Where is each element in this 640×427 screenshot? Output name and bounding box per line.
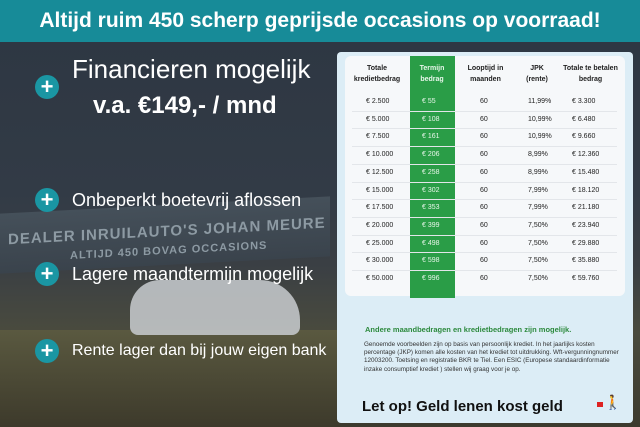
table-cell: 60	[480, 275, 488, 282]
row-divider	[352, 252, 617, 254]
table-row: € 2.500 € 55 60 11,99% € 3.300	[352, 93, 617, 111]
note-title: Andere maandbedragen en kredietbedragen …	[365, 325, 572, 334]
note-body: Genoemde voorbeelden zijn op basis van p…	[364, 341, 619, 373]
table-cell: 7,50%	[528, 257, 548, 265]
table-cell: 7,99%	[528, 204, 548, 212]
table-cell: € 12.500	[366, 168, 394, 176]
table-cell: € 15.480	[572, 168, 600, 176]
table-cell: 7,99%	[528, 186, 548, 194]
table-cell: € 5.000	[366, 115, 390, 123]
finance-table	[345, 56, 625, 296]
table-cell: 10,99%	[528, 115, 552, 123]
table-cell: 8,99%	[528, 151, 548, 159]
table-cell: € 21.180	[572, 204, 600, 212]
table-cell: € 2.500	[366, 98, 390, 105]
table-cell: € 20.000	[366, 221, 394, 229]
column-header: Totale kredietbedrag	[353, 65, 401, 83]
feature-item: Onbeperkt boetevrij aflossen	[72, 190, 302, 210]
table-cell: 7,50%	[528, 275, 548, 282]
table-cell: € 7.500	[366, 133, 390, 141]
table-cell: € 996	[422, 275, 440, 282]
column-header: Looptijd in maanden	[467, 65, 504, 83]
table-cell: € 15.000	[366, 186, 394, 194]
car	[130, 280, 300, 335]
table-cell: 7,50%	[528, 239, 548, 247]
row-divider	[352, 128, 617, 130]
table-row: € 30.000 € 598 60 7,50% € 35.880	[352, 252, 617, 270]
table-cell: € 108	[422, 115, 440, 123]
financing-price: v.a. €149,- / mnd	[93, 92, 277, 119]
table-cell: 60	[480, 257, 488, 265]
table-cell: € 353	[422, 204, 440, 212]
table-cell: 60	[480, 115, 488, 123]
column-header: JPK (rente)	[526, 65, 548, 83]
row-divider	[352, 163, 617, 165]
row-divider	[352, 216, 617, 218]
table-cell: € 29.880	[572, 239, 600, 247]
plus-icon: +	[35, 188, 59, 212]
table-cell: € 25.000	[366, 239, 394, 247]
table-cell: € 59.760	[572, 275, 600, 282]
table-cell: 8,99%	[528, 168, 548, 176]
table-cell: € 35.880	[572, 257, 600, 265]
plus-icon: +	[35, 262, 59, 286]
table-cell: 60	[480, 204, 488, 212]
walking-person-icon: 🚶	[597, 394, 621, 411]
table-cell: € 30.000	[366, 257, 394, 265]
table-cell: 60	[480, 239, 488, 247]
table-cell: € 23.940	[572, 221, 600, 229]
table-cell: 60	[480, 221, 488, 229]
table-cell: € 498	[422, 239, 440, 247]
table-cell: € 55	[422, 98, 436, 105]
feature-item: Rente lager dan bij jouw eigen bank	[72, 342, 327, 359]
table-cell: 10,99%	[528, 133, 552, 141]
table-cell: € 17.500	[366, 204, 394, 212]
table-cell: 11,99%	[528, 98, 552, 105]
table-cell: € 258	[422, 168, 440, 176]
table-cell: € 302	[422, 186, 440, 194]
financing-title: Financieren mogelijk	[72, 54, 311, 84]
row-divider	[352, 234, 617, 236]
table-row: € 50.000 € 996 60 7,50% € 59.760	[352, 270, 617, 288]
sign-text: DEALER INRUILAUTO'S JOHAN MEURE	[8, 214, 326, 249]
row-divider	[352, 270, 617, 271]
table-row: € 20.000 € 399 60 7,50% € 23.940	[352, 217, 617, 235]
table-row: € 10.000 € 206 60 8,99% € 12.360	[352, 146, 617, 164]
row-divider	[352, 199, 617, 201]
table-row: € 17.500 € 353 60 7,99% € 21.180	[352, 199, 617, 217]
table-cell: € 50.000	[366, 275, 394, 282]
row-divider	[352, 110, 617, 112]
table-cell: € 399	[422, 221, 440, 229]
row-divider	[352, 181, 617, 183]
column-header: Totale te betalen bedrag	[563, 65, 618, 83]
plus-icon: +	[35, 339, 59, 363]
table-cell: € 9.660	[572, 133, 596, 141]
table-cell: 60	[480, 151, 488, 159]
feature-item: Lagere maandtermijn mogelijk	[72, 264, 314, 284]
warning-text: Let op! Geld lenen kost geld	[362, 398, 563, 415]
table-cell: € 6.480	[572, 115, 596, 123]
table-row: € 5.000 € 108 60 10,99% € 6.480	[352, 111, 617, 129]
table-cell: € 161	[422, 133, 440, 141]
table-cell: 60	[480, 133, 488, 141]
table-cell: 60	[480, 186, 488, 194]
plus-icon: +	[35, 75, 59, 99]
column-header: Termijn bedrag	[419, 65, 445, 83]
table-row: € 15.000 € 302 60 7,99% € 18.120	[352, 182, 617, 200]
table-cell: € 10.000	[366, 151, 394, 159]
row-divider	[352, 146, 617, 148]
highlight-column	[410, 56, 455, 298]
table-cell: € 598	[422, 257, 440, 265]
table-cell: € 206	[422, 151, 440, 159]
table-cell: 60	[480, 168, 488, 176]
table-cell: € 12.360	[572, 151, 600, 159]
table-cell: € 18.120	[572, 186, 600, 194]
table-cell: 7,50%	[528, 221, 548, 229]
header-banner: Altijd ruim 450 scherp geprijsde occasio…	[0, 0, 640, 42]
table-row: € 25.000 € 498 60 7,50% € 29.880	[352, 235, 617, 253]
table-cell: € 3.300	[572, 98, 596, 105]
table-cell: 60	[480, 98, 488, 105]
table-row: € 12.500 € 258 60 8,99% € 15.480	[352, 164, 617, 182]
table-row: € 7.500 € 161 60 10,99% € 9.660	[352, 128, 617, 146]
